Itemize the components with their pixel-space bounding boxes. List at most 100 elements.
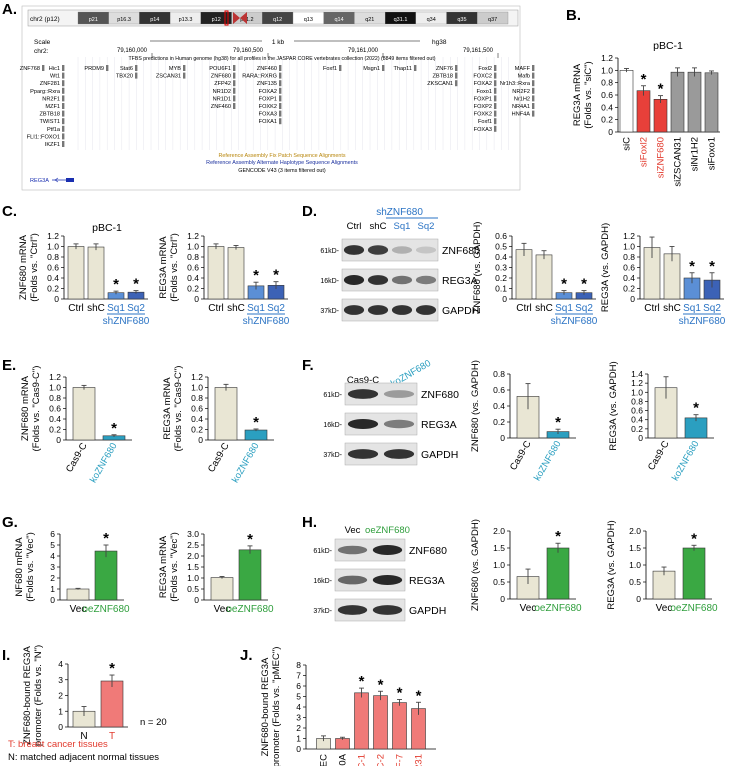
tf-site [62,103,65,109]
y-tick-label: 6 [296,681,301,691]
x-tick-label: Ctrl [208,303,224,314]
blot-band [415,305,437,315]
y-tick-label: 0.5 [629,577,641,587]
tf-label: FOXA2 [259,89,277,95]
tf-site [106,65,109,71]
y-tick-label: 7 [296,671,301,681]
tf-site [233,103,236,109]
panel-label-J: J. [240,647,253,664]
panel-label-D: D. [302,203,317,220]
blot-protein-label: REG3A [442,275,478,287]
significance-star: * [689,258,695,275]
x-tick-label: Cas9-C [646,439,672,473]
chart-E2: 00.20.40.60.81.01.2 REG3A mRNA (Folds vs. … [162,366,274,485]
bar-siFoxo1 [704,72,719,133]
y-axis-label: REG3A (vs. GAPDH) [606,520,617,609]
panel-label-F: F. [302,357,314,374]
x-tick-label: shC [535,303,553,314]
band-label: q37 [488,17,497,23]
bar-oeZNF680 [546,547,570,600]
x-tick-label: Cas9-C [206,441,232,475]
band-label: q35 [457,17,466,23]
kd-marker: 16kD- [320,278,339,285]
tf-label: NR1D1 [213,96,231,102]
y-tick-label: 1.0 [631,387,643,397]
tf-site [494,110,497,117]
significance-star: * [555,414,561,431]
kd-marker: 16kD- [313,578,332,585]
y-tick-label: 1 [50,584,55,594]
y-tick-label: 2.5 [187,540,199,550]
tf-label: FOXP1 [474,96,492,102]
tf-label: ZBTB18 [432,74,453,80]
tf-site [279,72,282,79]
tf-label: IKZF1 [45,142,60,148]
tf-site [532,110,535,117]
x-tick-label: MDA-231 [414,754,425,766]
y-tick-label: 1.0 [493,560,505,570]
y-tick-label: 1.2 [601,53,613,63]
y-tick-label: 1.2 [187,231,199,241]
chart-title: pBC-1 [92,222,122,234]
tf-label: Ptf1a [47,127,61,133]
x-tick-label: siFoxl2 [639,137,650,167]
y-tick-label: 1 [296,734,301,744]
y-tick-label: 0.4 [47,273,59,283]
sample-size: n = 20 [140,717,167,728]
x-tick-label: oeZNF680 [82,604,130,615]
y-tick-label: 6 [50,529,55,539]
blot-band [347,389,379,399]
blot-band [372,605,403,615]
tf-site [42,65,45,71]
scale-value: 1 kb [272,39,285,46]
y-tick-label: 0 [638,433,643,443]
bar-siNr1H2 [687,71,702,133]
tf-site [279,80,282,87]
y-tick-label: 2 [296,723,301,733]
y-tick-label: 2.0 [493,526,505,536]
blot-band [383,419,415,429]
y-tick-label: 0.6 [493,385,505,395]
y-tick-label: 0.4 [631,415,643,425]
band-label: p21 [89,17,98,23]
y-tick-label: 5 [50,540,55,550]
x-tick-label: siNr1H2 [690,137,701,171]
bar-Cas9-C [72,387,96,441]
blot-protein-label: REG3A [409,575,445,587]
tf-site [532,72,535,79]
band-label: p13.3 [179,17,193,23]
x-tick-label: pBC-1 [357,754,368,766]
tf-label: FOXP1 [259,96,277,102]
chart-C2: 00.20.40.60.81.01.2 REG3A mRNA (Folds vs. … [158,231,290,327]
kd-marker: 61kD- [320,248,339,255]
bar-Vec [652,570,676,600]
y-tick-label: 1.0 [187,242,199,252]
bar-oeZNF680 [238,549,262,601]
chart-C1: 00.20.40.60.81.01.2 ZNF680 mRNA (Folds vs.… [18,222,150,327]
tf-label: ZSCAN31 [156,74,181,80]
blot-membrane [334,598,406,622]
bar-koZNF680 [244,429,268,441]
blot-band [367,275,389,285]
x-tick-label: shC [87,303,105,314]
x-tick-label: pMEC [319,754,330,766]
group-label: shZNF680 [679,316,726,327]
y-tick-label: 1.2 [191,372,203,382]
band-label: q12 [273,17,282,23]
y-axis-label: REG3A mRNA [162,377,173,440]
significance-star: * [359,673,365,690]
y-tick-label: 1.2 [623,231,635,241]
y-axis-label: (Folds vs. "Vec") [169,532,180,602]
y-tick-label: 0.2 [47,284,59,294]
bar-MCF-10A [335,738,350,750]
y-tick-label: 1.0 [601,65,613,75]
assembly-label: hg38 [432,39,447,46]
x-tick-label: Ctrl [516,303,532,314]
tf-label: MAFF [515,66,531,72]
chart-H1: 0 0.5 1.0 1.5 2.0 ZNF680 (vs. GAPDH) Vec * oeZNF… [470,519,582,614]
tf-label: ZNF680 [211,74,231,80]
y-tick-label: 0.8 [187,252,199,262]
scale-label: Scale [34,39,51,46]
y-tick-label: 1.0 [49,383,61,393]
